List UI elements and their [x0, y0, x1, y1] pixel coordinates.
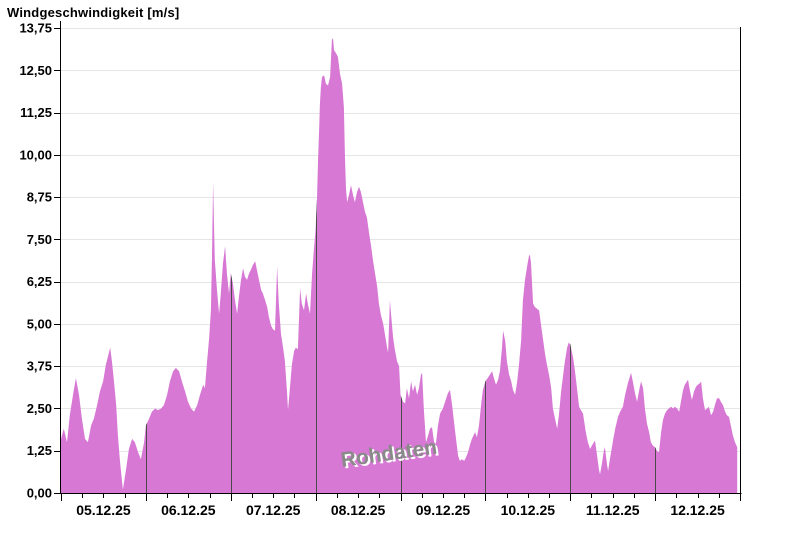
- y-tick-label: 13,75: [19, 21, 52, 36]
- y-tick-label: 12,50: [19, 63, 52, 78]
- y-tick-label: 5,00: [27, 316, 52, 331]
- x-tick-label: 12.12.25: [670, 502, 725, 518]
- x-tick-label: 10.12.25: [501, 502, 556, 518]
- y-tick-label: 1,25: [27, 443, 52, 458]
- y-tick-label: 0,00: [27, 486, 52, 501]
- y-tick-label: 6,25: [27, 274, 52, 289]
- x-tick-label: 07.12.25: [246, 502, 301, 518]
- y-tick-label: 8,75: [27, 190, 52, 205]
- y-tick-label: 11,25: [20, 105, 52, 120]
- x-tick-label: 11.12.25: [586, 502, 640, 518]
- x-tick-label: 08.12.25: [331, 502, 386, 518]
- wind-speed-area: [61, 38, 738, 493]
- chart-title: Windgeschwindigkeit [m/s]: [7, 5, 180, 20]
- y-tick-label: 7,50: [27, 232, 52, 247]
- y-tick-label: 2,50: [27, 401, 52, 416]
- x-tick-label: 06.12.25: [161, 502, 216, 518]
- x-tick-label: 09.12.25: [416, 502, 471, 518]
- y-tick-label: 10,00: [19, 147, 52, 162]
- y-tick-label: 3,75: [27, 359, 52, 374]
- x-tick-label: 05.12.25: [76, 502, 131, 518]
